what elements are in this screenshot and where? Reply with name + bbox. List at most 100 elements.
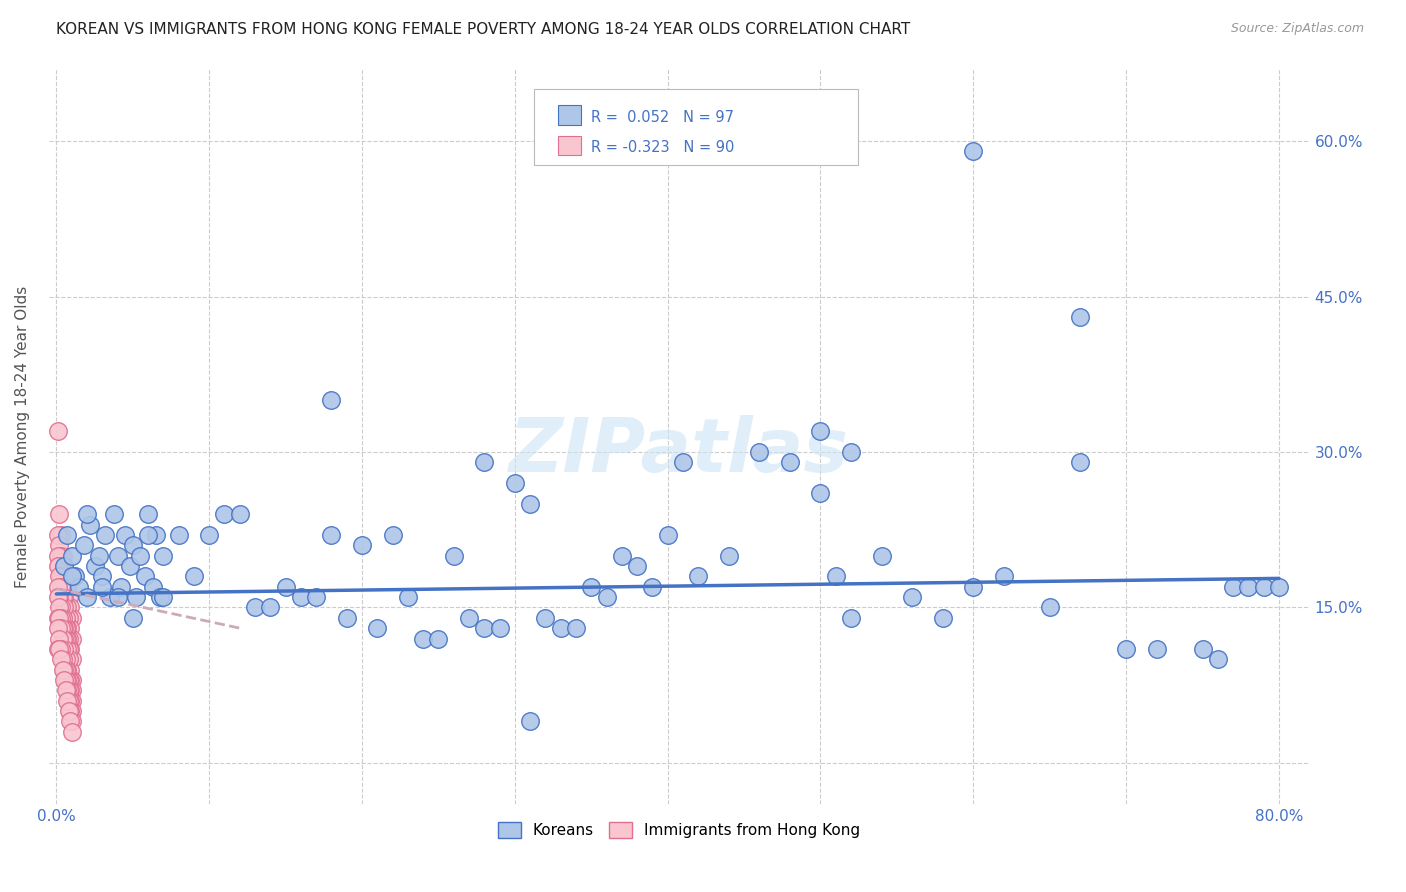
Point (46, 528, 69, 542)
Point (55, 632, 77, 646)
Point (94, 528, 117, 542)
Legend: Koreans, Immigrants from Hong Kong: Koreans, Immigrants from Hong Kong (492, 816, 866, 845)
Point (121, 538, 143, 552)
Point (142, 580, 165, 594)
Point (748, 445, 770, 459)
Point (657, 528, 679, 542)
Point (53, 673, 76, 687)
Point (1222, 580, 1244, 594)
Point (1146, 641, 1168, 656)
Point (55, 580, 77, 594)
Point (870, 549, 893, 563)
Point (672, 455, 695, 469)
Point (58, 683, 80, 698)
Point (1206, 652, 1229, 666)
Point (125, 590, 148, 604)
Point (58, 694, 80, 708)
Point (73, 538, 96, 552)
Point (63, 569, 86, 583)
Point (56, 580, 79, 594)
Point (53, 663, 76, 677)
Point (366, 621, 388, 635)
Point (534, 611, 557, 625)
Point (56, 600, 79, 615)
Point (458, 611, 481, 625)
Point (1039, 600, 1062, 615)
Point (472, 455, 495, 469)
Point (901, 590, 924, 604)
Point (152, 549, 174, 563)
Point (48, 507, 70, 521)
Point (321, 528, 343, 542)
Point (167, 528, 190, 542)
Point (53, 558, 76, 573)
Point (810, 424, 832, 438)
Point (198, 528, 221, 542)
Point (58, 641, 80, 656)
Point (48, 558, 70, 573)
Point (595, 590, 617, 604)
Point (519, 497, 541, 511)
Point (443, 549, 465, 563)
Point (51, 558, 73, 573)
Point (51, 663, 73, 677)
Point (396, 590, 419, 604)
Point (53, 590, 76, 604)
Point (810, 486, 832, 500)
Point (46, 558, 69, 573)
Point (1253, 580, 1275, 594)
Point (48, 632, 70, 646)
Point (152, 590, 174, 604)
Point (53, 569, 76, 583)
Point (519, 714, 541, 729)
Point (121, 611, 143, 625)
Point (565, 621, 588, 635)
Point (53, 621, 76, 635)
Point (58, 704, 80, 718)
Point (60, 694, 83, 708)
Point (56, 528, 79, 542)
Point (472, 621, 495, 635)
Point (60, 632, 83, 646)
Point (626, 558, 648, 573)
Point (46, 424, 69, 438)
Point (60, 704, 83, 718)
Point (114, 528, 136, 542)
Point (59, 621, 82, 635)
Point (779, 455, 801, 469)
Point (717, 549, 740, 563)
Point (259, 600, 281, 615)
Point (60, 714, 83, 729)
Point (51, 621, 73, 635)
Point (107, 590, 129, 604)
Point (49, 528, 72, 542)
Text: Source: ZipAtlas.com: Source: ZipAtlas.com (1230, 22, 1364, 36)
Point (103, 507, 125, 521)
Point (610, 549, 633, 563)
Point (1069, 310, 1091, 325)
Point (641, 580, 664, 594)
Point (1268, 580, 1291, 594)
Point (46, 580, 69, 594)
Point (48, 569, 70, 583)
Point (336, 611, 359, 625)
Point (1237, 580, 1260, 594)
Point (51, 580, 73, 594)
Point (55, 652, 77, 666)
Point (49, 569, 72, 583)
Point (46, 621, 69, 635)
Point (46, 590, 69, 604)
Point (60, 652, 83, 666)
Point (55, 663, 77, 677)
Point (76, 507, 98, 521)
Point (59, 704, 82, 718)
Point (48, 590, 70, 604)
Point (55, 683, 77, 698)
Point (1069, 455, 1091, 469)
Point (56, 694, 79, 708)
Point (56, 621, 79, 635)
Point (59, 600, 82, 615)
Point (59, 663, 82, 677)
Point (56, 663, 79, 677)
Point (55, 611, 77, 625)
